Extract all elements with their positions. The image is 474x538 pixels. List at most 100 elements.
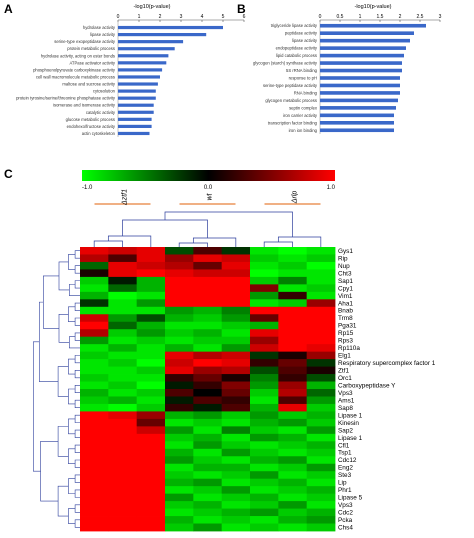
heatmap-cell xyxy=(108,471,138,480)
heatmap-cell xyxy=(165,261,194,270)
heatmap-cell xyxy=(278,299,308,308)
row-dendrogram-link xyxy=(68,254,76,270)
heatmap-cell xyxy=(278,344,308,353)
row-dendrogram-link xyxy=(68,388,76,405)
heatmap-cell xyxy=(278,321,308,330)
row-label: Lipase 1 xyxy=(338,412,363,419)
column-dendrogram-link xyxy=(277,236,322,247)
category-label-a: cytosolution xyxy=(93,89,116,94)
heatmap-cell xyxy=(136,366,166,375)
category-label-b: triglyceride lipase activity xyxy=(271,23,318,28)
heatmap-cell xyxy=(108,389,138,397)
x-tick-label-b: 2 xyxy=(399,14,402,20)
row-dendrogram-link xyxy=(74,265,80,274)
heatmap-cell xyxy=(278,463,308,472)
heatmap-cell xyxy=(108,336,138,345)
x-tick-label-b: 1 xyxy=(359,14,362,20)
group-label: Δztf1 xyxy=(122,189,129,206)
heatmap-cell xyxy=(165,501,194,509)
color-scale-mid-label: 0.0 xyxy=(204,185,213,191)
heatmap-cell xyxy=(193,396,223,405)
heatmap-cell xyxy=(306,269,336,278)
heatmap-cell xyxy=(221,374,251,382)
heatmap-cell xyxy=(165,291,194,300)
bar-b xyxy=(320,113,394,118)
bar-b xyxy=(320,121,394,125)
column-dendrogram-link xyxy=(93,240,123,247)
heatmap-cell xyxy=(250,306,279,315)
bar-b xyxy=(320,98,398,103)
row-label: Aha1 xyxy=(338,300,353,307)
heatmap-cell xyxy=(250,247,279,255)
heatmap-cell xyxy=(193,284,223,293)
heatmap-cell xyxy=(165,463,194,472)
bar-b xyxy=(320,68,402,73)
heatmap-cell xyxy=(278,269,308,278)
heatmap-cell xyxy=(136,284,166,293)
row-dendrogram-link xyxy=(58,261,70,291)
heatmap-cell xyxy=(136,321,166,330)
panel-label-a: A xyxy=(4,2,13,16)
heatmap-cell xyxy=(165,403,194,412)
heatmap-cell xyxy=(108,261,138,270)
heatmap-cell xyxy=(80,291,109,300)
heatmap-cell xyxy=(165,254,194,263)
row-dendrogram-link xyxy=(68,358,76,375)
heatmap-cell xyxy=(80,351,109,360)
category-label-a: protein metabolic process xyxy=(67,46,115,51)
heatmap-cell xyxy=(108,396,138,405)
heatmap-cell xyxy=(193,321,223,330)
heatmap-cell xyxy=(136,254,166,263)
heatmap-cell xyxy=(108,433,138,442)
x-tick-label-b: 0.5 xyxy=(337,14,344,20)
heatmap-cell xyxy=(250,396,279,405)
heatmap-cell xyxy=(306,374,336,382)
row-dendrogram-link xyxy=(57,485,69,517)
bar-a xyxy=(118,47,175,51)
bar-chart-a: -log10(p-value) 0 1 2 3 4 5 6 hydrolase activit… xyxy=(16,4,246,137)
heatmap-cell xyxy=(108,344,138,353)
bar-a xyxy=(118,75,160,79)
heatmap-cell xyxy=(80,523,109,532)
heatmap-cell xyxy=(278,516,308,524)
heatmap-cell xyxy=(80,284,109,293)
row-label: Lip xyxy=(338,480,347,487)
heatmap-cell xyxy=(221,433,251,442)
heatmap-cell xyxy=(221,254,251,263)
heatmap-cell xyxy=(108,523,138,532)
heatmap-cell xyxy=(250,471,279,480)
heatmap-cell xyxy=(136,276,166,285)
heatmap-cell xyxy=(221,247,251,255)
heatmap-cell xyxy=(306,418,336,427)
color-scale-bar xyxy=(82,170,335,181)
heatmap-cell xyxy=(250,336,279,345)
heatmap-cell xyxy=(278,478,308,487)
heatmap-cell xyxy=(108,381,138,390)
heatmap-cell xyxy=(136,441,166,450)
heatmap-cell xyxy=(221,306,251,315)
heatmap-cell xyxy=(193,247,223,255)
heatmap-cell xyxy=(250,441,279,450)
heatmap-cell xyxy=(278,291,308,300)
heatmap-cell xyxy=(250,329,279,338)
heatmap-cell xyxy=(108,299,138,308)
bar-b xyxy=(320,23,426,28)
heatmap-cell xyxy=(165,351,194,360)
bar-a xyxy=(118,89,156,93)
row-dendrogram-link xyxy=(74,519,80,528)
heatmap-cell xyxy=(250,516,279,524)
heatmap-cell xyxy=(165,426,194,435)
heatmap-cell xyxy=(278,493,308,502)
row-label: Gys1 xyxy=(338,248,353,255)
heatmap-cell xyxy=(221,284,251,293)
heatmap-cell xyxy=(193,359,223,367)
heatmap-cell xyxy=(193,254,223,263)
heatmap-cell xyxy=(221,389,251,397)
row-dendrogram-link xyxy=(33,341,41,472)
row-label: Lipase 5 xyxy=(338,495,363,502)
heatmap-cell xyxy=(165,418,194,427)
bar-a xyxy=(118,54,169,58)
heatmap-cell xyxy=(306,247,336,255)
heatmap-cell xyxy=(250,299,279,308)
heatmap-cell xyxy=(250,478,279,487)
